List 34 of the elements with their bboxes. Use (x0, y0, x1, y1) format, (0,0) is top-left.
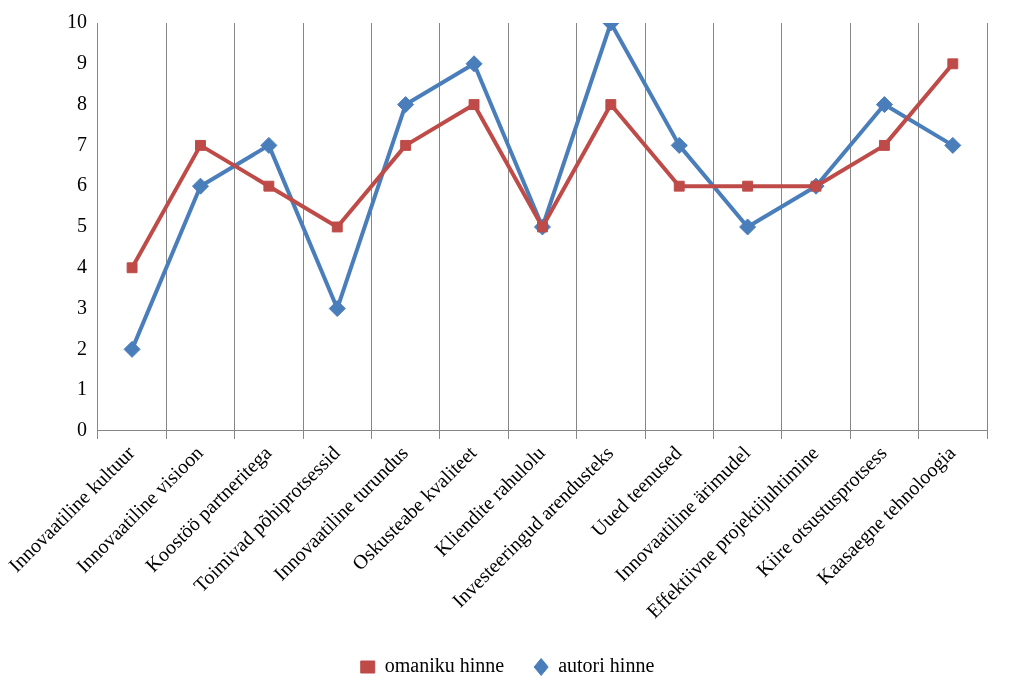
point (944, 136, 962, 154)
legend-label: omaniku hinne (384, 654, 505, 677)
point (605, 99, 617, 111)
y-tick-label: 4 (76, 255, 87, 278)
y-tick-label: 6 (76, 173, 87, 196)
point (123, 340, 141, 358)
point (331, 221, 343, 233)
y-tick-label: 2 (76, 336, 87, 359)
point (263, 180, 275, 192)
point (397, 96, 415, 114)
point (468, 99, 480, 111)
point (670, 136, 688, 154)
point (328, 300, 346, 318)
point (673, 180, 685, 192)
point (191, 177, 209, 195)
point (875, 96, 893, 114)
y-tick-label: 7 (76, 132, 87, 155)
y-tick-label: 3 (76, 295, 87, 318)
point (739, 218, 757, 236)
y-tick-label: 5 (76, 214, 87, 237)
point (947, 58, 959, 70)
y-tick-label: 1 (76, 377, 87, 400)
point (400, 139, 412, 151)
point (260, 136, 278, 154)
point (465, 55, 483, 73)
y-tick-label: 9 (76, 51, 87, 74)
y-tick-label: 0 (76, 418, 87, 441)
point (878, 139, 890, 151)
point (126, 262, 138, 274)
y-tick-label: 10 (66, 10, 87, 33)
point (742, 180, 754, 192)
legend-label: autori hinne (558, 654, 655, 677)
point (195, 139, 206, 151)
y-tick-label: 8 (76, 91, 87, 114)
